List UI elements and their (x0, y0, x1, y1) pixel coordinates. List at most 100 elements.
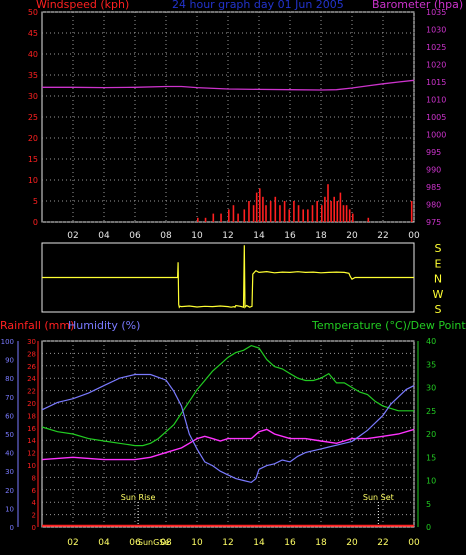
rainfall-tick-label: 6 (32, 487, 37, 495)
sun-x-tick-label: 04 (98, 538, 110, 548)
rainfall-tick-label: 28 (27, 350, 36, 358)
wind-x-tick-label: 18 (315, 231, 327, 241)
direction-label: W (433, 288, 444, 301)
windspeed-bar (243, 209, 246, 222)
windspeed-bar (333, 196, 335, 222)
windspeed-bar (410, 201, 413, 222)
dewpoint-line (41, 428, 415, 461)
windspeed-bar (342, 205, 345, 222)
humidity-tick-label: 50 (5, 431, 14, 439)
rainfall-tick-label: 2 (32, 512, 36, 520)
rainfall-tick-label: 22 (27, 388, 36, 396)
windspeed-tick-label: 0 (33, 218, 38, 227)
temperature-tick-label: 25 (426, 407, 436, 416)
direction-label: S (435, 303, 442, 316)
windspeed-bar (297, 205, 300, 222)
sun-x-tick-label: 10 (191, 538, 203, 548)
windspeed-axis-title: Windspeed (kph) (36, 0, 129, 11)
windspeed-bar (302, 209, 304, 222)
temperature-tick-label: 10 (426, 477, 436, 486)
windspeed-tick-label: 50 (28, 8, 38, 17)
sun-bottom-label: SunGSe (138, 538, 169, 547)
wind-x-tick-label: 14 (253, 231, 265, 241)
direction-label: N (434, 273, 442, 286)
windspeed-tick-label: 35 (28, 71, 38, 80)
windspeed-bar (228, 209, 230, 222)
barometer-tick-label: 990 (426, 166, 441, 175)
rainfall-tick-label: 18 (27, 412, 36, 420)
rainfall-tick-label: 14 (27, 437, 36, 445)
wind-x-tick-label: 16 (284, 231, 296, 241)
rainfall-tick-label: 8 (32, 474, 36, 482)
barometer-tick-label: 1030 (426, 26, 446, 35)
windspeed-tick-label: 40 (28, 50, 38, 59)
windspeed-tick-label: 45 (28, 29, 38, 38)
windspeed-bar (265, 205, 267, 222)
windspeed-tick-label: 10 (28, 176, 38, 185)
windspeed-bar (259, 188, 261, 222)
rainfall-tick-label: 24 (27, 375, 36, 383)
windspeed-bar (255, 192, 258, 222)
sun-x-tick-label: 02 (67, 538, 78, 548)
barometer-tick-label: 1020 (426, 61, 446, 70)
sun-x-tick-label: 08 (160, 538, 172, 548)
windspeed-tick-label: 15 (28, 155, 38, 164)
chart-title: 24 hour graph day 01 Jun 2005 (172, 0, 344, 11)
rainfall-tick-label: 16 (27, 425, 36, 433)
temperature-tick-label: 30 (426, 384, 436, 393)
windspeed-tick-label: 25 (28, 113, 38, 122)
direction-label: S (435, 242, 442, 255)
windspeed-bar (324, 196, 326, 222)
windspeed-tick-label: 20 (28, 134, 38, 143)
sun-x-tick-label: 18 (315, 538, 327, 548)
wind-x-tick-label: 06 (129, 231, 141, 241)
humidity-tick-label: 90 (5, 357, 14, 365)
windspeed-bar (279, 205, 281, 222)
windspeed-bar (327, 184, 329, 222)
barometer-tick-label: 995 (426, 148, 441, 157)
wind-barometer-panel: 0510152025303540455097598098599099510001… (28, 8, 447, 241)
windspeed-bar (288, 209, 291, 222)
windspeed-tick-label: 30 (28, 92, 38, 101)
windspeed-bar (252, 205, 255, 222)
sun-x-tick-label: 20 (346, 538, 358, 548)
windspeed-tick-label: 5 (33, 197, 38, 206)
rainfall-tick-label: 4 (32, 499, 37, 507)
sun-x-tick-label: 00 (408, 538, 420, 548)
windspeed-bar (232, 205, 235, 222)
windspeed-bar (307, 209, 309, 222)
windspeed-bar (352, 213, 354, 222)
rainfall-tick-label: 20 (27, 400, 36, 408)
barometer-tick-label: 1035 (426, 8, 446, 17)
humidity-tick-label: 30 (5, 468, 14, 476)
windspeed-bar (336, 201, 339, 222)
direction-label: E (435, 257, 442, 270)
rainfall-tick-label: 0 (32, 524, 36, 532)
windspeed-bar (348, 209, 351, 222)
humidity-tick-label: 10 (5, 505, 14, 513)
rainfall-tick-label: 12 (27, 450, 36, 458)
windspeed-bar (293, 201, 295, 222)
barometer-tick-label: 1010 (426, 96, 446, 105)
humidity-tick-label: 100 (1, 338, 14, 346)
wind-x-tick-label: 08 (160, 231, 172, 241)
windspeed-bar (283, 201, 286, 222)
windspeed-bar (367, 217, 370, 222)
windspeed-bar (237, 213, 239, 222)
barometer-tick-label: 1025 (426, 43, 446, 52)
windspeed-bar (262, 196, 264, 222)
barometer-tick-label: 980 (426, 201, 441, 210)
sun-annotation-label: Sun Rise (121, 493, 156, 502)
sun-x-tick-label: 14 (253, 538, 265, 548)
windspeed-bar (316, 201, 318, 222)
barometer-line (42, 79, 415, 91)
wind-x-tick-label: 22 (377, 231, 388, 241)
barometer-tick-label: 1000 (426, 131, 446, 140)
humidity-tick-label: 60 (5, 412, 14, 420)
rain-humidity-temperature-panel: 0246810121416182022242628300102030405060… (1, 337, 437, 548)
windspeed-bar (220, 213, 222, 222)
temperature-tick-label: 35 (426, 360, 436, 369)
humidity-tick-label: 80 (5, 375, 14, 383)
